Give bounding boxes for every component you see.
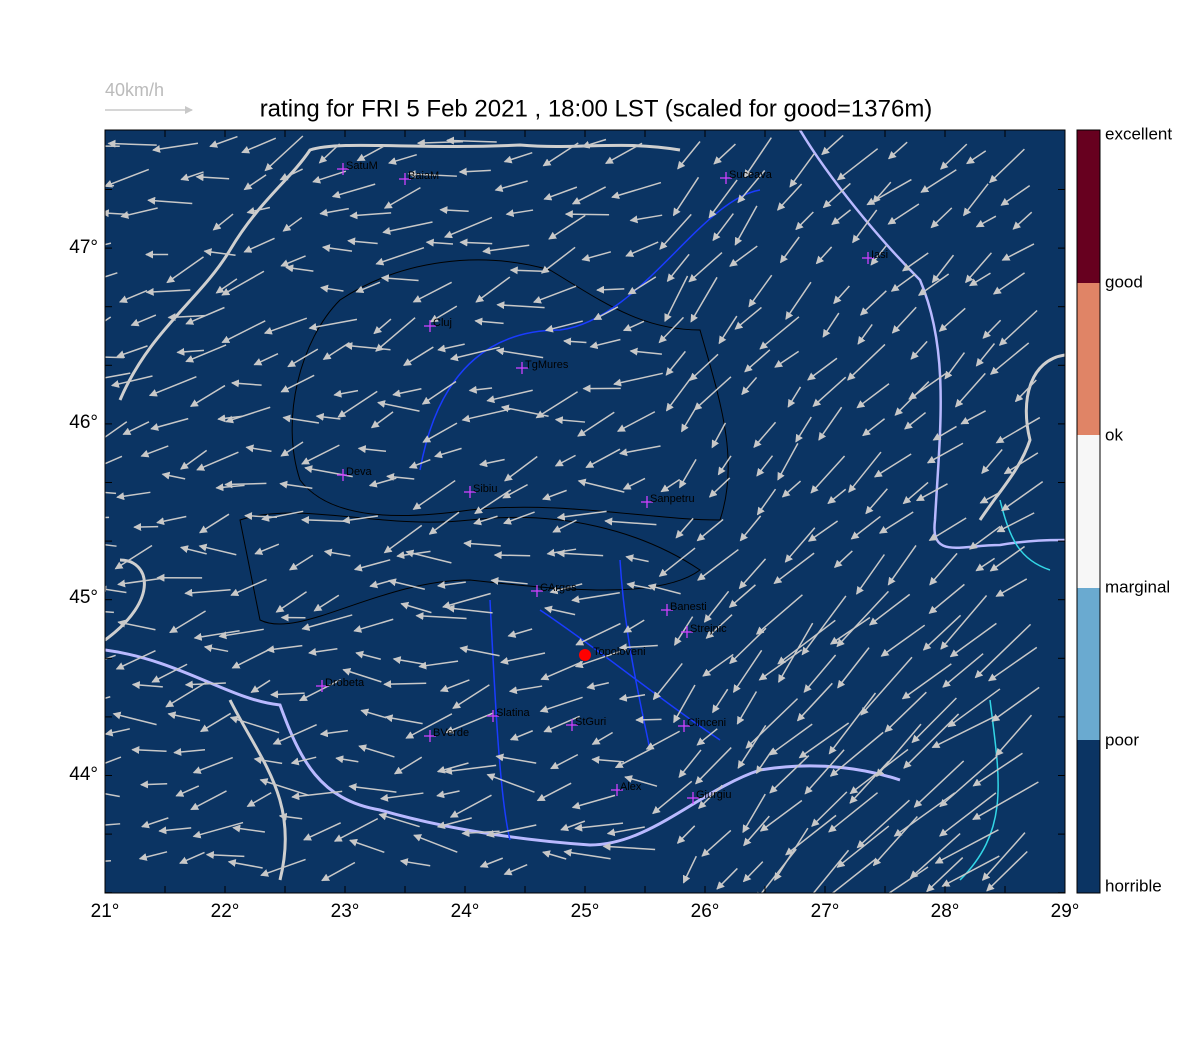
place-label: Suceava: [729, 169, 773, 181]
place-label: Clinceni: [687, 717, 726, 729]
lon-label: 26°: [691, 901, 720, 922]
place-label: Alex: [620, 781, 642, 793]
wind-scale-label: 40km/h: [105, 80, 164, 100]
lon-label: 25°: [571, 901, 600, 922]
legend-swatch: [1077, 283, 1100, 435]
place-label: Banesti: [670, 601, 707, 613]
place-label: Strejnic: [690, 623, 727, 635]
wind-arrow: [134, 527, 158, 528]
lon-label: 22°: [211, 901, 240, 922]
lon-label: 27°: [811, 901, 840, 922]
place-label: Deva: [346, 466, 373, 478]
wind-arrow: [495, 555, 530, 556]
place-label: Giurgiu: [696, 789, 731, 801]
place-label: Iasi: [871, 249, 888, 261]
place-label: Drobeta: [325, 677, 365, 689]
lon-label: 29°: [1051, 901, 1080, 922]
place-label: BaiaM: [408, 170, 439, 182]
title: rating for FRI 5 Feb 2021 , 18:00 LST (s…: [260, 95, 933, 122]
wind-arrow: [384, 683, 426, 684]
lat-label: 45°: [69, 587, 98, 608]
site-marker: [579, 649, 591, 661]
map-area: [105, 130, 1065, 893]
legend-label: good: [1105, 272, 1143, 291]
lon-label: 24°: [451, 901, 480, 922]
legend-label: ok: [1105, 425, 1123, 444]
place-label: Sanpetru: [650, 493, 695, 505]
lon-label: 21°: [91, 901, 120, 922]
lon-label: 23°: [331, 901, 360, 922]
place-label: BVerde: [433, 727, 469, 739]
place-label: TgMures: [525, 359, 569, 371]
legend-swatch: [1077, 435, 1100, 588]
lon-label: 28°: [931, 901, 960, 922]
place-label: Slatina: [496, 707, 531, 719]
place-label: CArges: [540, 582, 577, 594]
legend-label: horrible: [1105, 876, 1162, 895]
place-label: Sibiu: [473, 483, 497, 495]
legend-swatch: [1077, 130, 1100, 283]
wind-arrow: [141, 784, 167, 785]
lat-label: 46°: [69, 412, 98, 433]
place-label: Topoloveni: [593, 646, 646, 658]
place-label: SatuM: [346, 160, 378, 172]
lat-label: 44°: [69, 764, 98, 785]
legend-label: poor: [1105, 730, 1139, 749]
legend-swatch: [1077, 740, 1100, 893]
lat-label: 47°: [69, 237, 98, 258]
place-label: StGuri: [575, 716, 606, 728]
legend-label: excellent: [1105, 124, 1172, 143]
legend-label: marginal: [1105, 577, 1170, 596]
wind-arrow: [636, 719, 661, 720]
place-label: Cluj: [433, 317, 452, 329]
wind-arrow: [566, 214, 609, 215]
legend-swatch: [1077, 588, 1100, 740]
